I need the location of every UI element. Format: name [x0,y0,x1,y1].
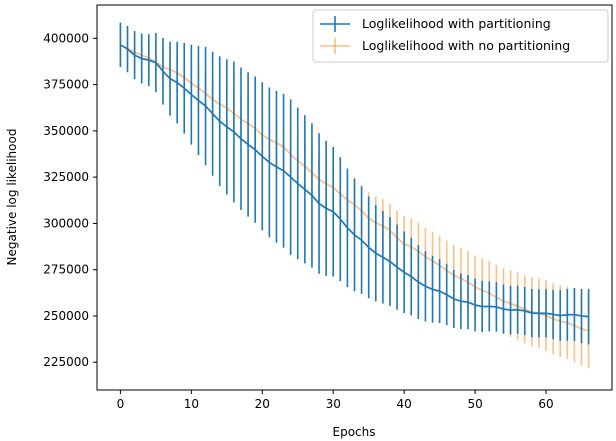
y-tick-label: 300000 [43,216,89,230]
legend: Loglikelihood with partitioning Loglikel… [312,9,609,63]
y-tick-label: 350000 [43,124,89,138]
x-tick-label: 40 [397,397,412,411]
legend-marker-partitioning [320,16,350,32]
x-tick-label: 20 [255,397,270,411]
x-axis-label: Epochs [333,425,376,439]
x-tick-label: 50 [467,397,482,411]
legend-label-partitioning: Loglikelihood with partitioning [362,16,551,31]
y-axis-label: Negative log likelihood [5,129,19,266]
legend-marker-no-partitioning [320,38,350,54]
x-tick-label: 30 [326,397,341,411]
legend-label-no-partitioning: Loglikelihood with no partitioning [362,38,570,53]
series-partitioning [119,22,590,345]
plot-frame [96,4,613,391]
series-line-partitioning [119,44,589,318]
y-tick-label: 225000 [43,355,89,369]
y-tick-label: 325000 [43,170,89,184]
x-tick-label: 10 [184,397,199,411]
y-tick-label: 375000 [43,78,89,92]
y-tick-label: 250000 [43,309,89,323]
y-axis: 225000 250000 275000 300000 325000 350000 3750… [43,31,97,369]
legend-box [312,9,609,63]
x-axis: 0 10 20 30 40 50 60 [117,390,554,411]
x-tick-label: 0 [117,397,125,411]
y-tick-label: 400000 [43,31,89,45]
y-tick-label: 275000 [43,263,89,277]
x-tick-label: 60 [538,397,553,411]
